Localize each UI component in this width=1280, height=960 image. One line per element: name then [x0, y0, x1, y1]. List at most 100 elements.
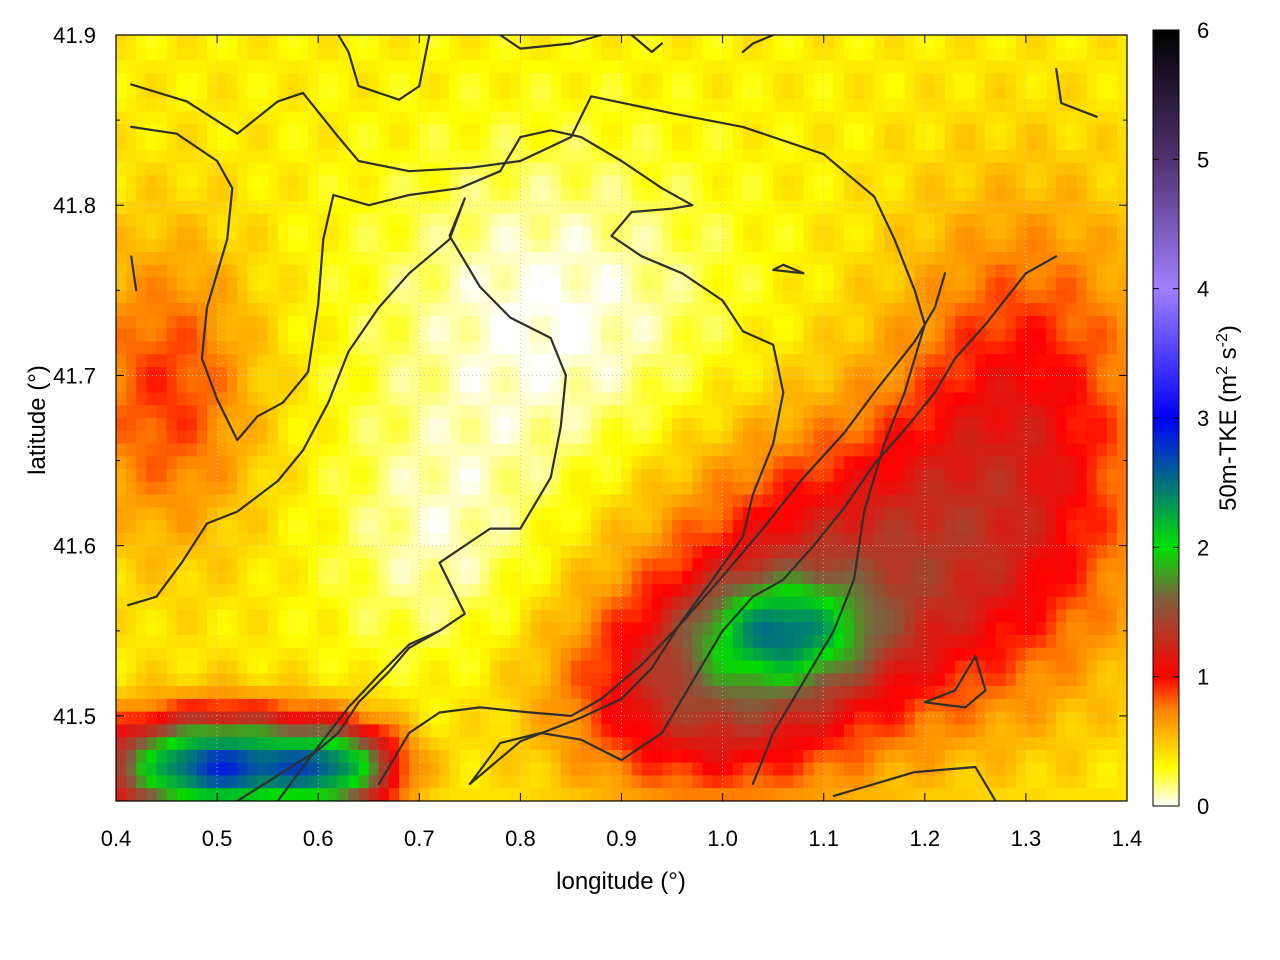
heatmap-cell: [176, 405, 188, 419]
heatmap-cell: [257, 73, 269, 87]
heatmap-cell: [955, 379, 966, 394]
heatmap-cell: [1076, 239, 1088, 253]
heatmap-cell: [722, 213, 734, 228]
heatmap-cell: [439, 303, 451, 317]
heatmap-cell: [661, 583, 673, 598]
heatmap-cell: [530, 635, 542, 649]
heatmap-cell: [510, 443, 521, 457]
heatmap-cell: [702, 200, 714, 215]
heatmap-cell: [813, 35, 825, 49]
heatmap-cell: [1086, 571, 1098, 585]
heatmap-cell: [409, 583, 420, 598]
heatmap-cell: [490, 73, 501, 87]
heatmap-cell: [378, 252, 390, 266]
heatmap-cell: [1005, 200, 1017, 215]
heatmap-cell: [611, 392, 623, 406]
heatmap-cell: [773, 328, 784, 342]
heatmap-cell: [1025, 290, 1037, 304]
heatmap-cell: [934, 315, 946, 330]
heatmap-cell: [793, 418, 805, 432]
heatmap-cell: [217, 86, 228, 100]
heatmap-cell: [520, 609, 532, 623]
heatmap-cell: [126, 609, 137, 623]
heatmap-cell: [409, 418, 420, 432]
heatmap-cell: [884, 622, 896, 636]
heatmap-cell: [399, 111, 410, 125]
heatmap-cell: [1086, 264, 1098, 279]
heatmap-cell: [1096, 430, 1108, 445]
heatmap-cell: [358, 532, 370, 547]
heatmap-cell: [1066, 583, 1078, 598]
heatmap-cell: [924, 443, 936, 457]
heatmap-cell: [1096, 290, 1108, 304]
heatmap-cell: [702, 264, 714, 279]
heatmap-cell: [854, 354, 865, 368]
heatmap-cell: [803, 520, 815, 534]
heatmap-cell: [813, 86, 825, 100]
heatmap-cell: [176, 73, 188, 87]
heatmap-cell: [712, 379, 724, 394]
heatmap-cell: [833, 252, 845, 266]
heatmap-cell: [348, 226, 360, 240]
heatmap-cell: [1096, 520, 1108, 534]
heatmap-cell: [641, 303, 653, 317]
heatmap-cell: [945, 520, 956, 534]
heatmap-cell: [267, 290, 279, 304]
heatmap-cell: [358, 520, 370, 534]
heatmap-cell: [217, 73, 228, 87]
heatmap-cell: [136, 379, 147, 394]
heatmap-cell: [661, 47, 673, 62]
heatmap-cell: [146, 647, 158, 662]
heatmap-cell: [904, 635, 916, 649]
heatmap-cell: [419, 635, 431, 649]
heatmap-cell: [116, 622, 127, 636]
heatmap-cell: [469, 252, 481, 266]
heatmap-cell: [550, 35, 562, 49]
heatmap-cell: [732, 481, 744, 496]
heatmap-cell: [661, 532, 673, 547]
heatmap-cell: [752, 111, 764, 125]
heatmap-cell: [661, 469, 673, 483]
heatmap-cell: [237, 341, 249, 355]
heatmap-cell: [1005, 418, 1017, 432]
heatmap-cell: [732, 239, 744, 253]
heatmap-cell: [520, 213, 532, 228]
heatmap-cell: [955, 213, 966, 228]
heatmap-cell: [1056, 86, 1067, 100]
heatmap-cell: [1066, 264, 1078, 279]
heatmap-cell: [1116, 507, 1127, 521]
heatmap-cell: [277, 124, 289, 138]
heatmap-cell: [328, 264, 340, 279]
heatmap-cell: [459, 520, 471, 534]
heatmap-cell: [277, 175, 289, 189]
heatmap-cell: [166, 149, 178, 164]
heatmap-cell: [318, 635, 329, 649]
heatmap-cell: [631, 303, 643, 317]
heatmap-cell: [631, 379, 643, 394]
heatmap-cell: [459, 303, 471, 317]
heatmap-cell: [439, 73, 451, 87]
heatmap-cell: [1066, 622, 1078, 636]
heatmap-cell: [570, 596, 582, 611]
heatmap-cell: [1106, 162, 1118, 177]
heatmap-cell: [712, 660, 724, 674]
heatmap-cell: [247, 660, 259, 674]
heatmap-cell: [1096, 456, 1108, 470]
heatmap-cell: [1036, 264, 1047, 279]
heatmap-cell: [338, 366, 350, 381]
heatmap-cell: [874, 494, 885, 508]
heatmap-cell: [692, 494, 703, 508]
heatmap-cell: [1015, 290, 1027, 304]
heatmap-cell: [1056, 418, 1067, 432]
heatmap-cell: [682, 98, 693, 113]
heatmap-cell: [348, 456, 360, 470]
heatmap-cell: [308, 545, 319, 560]
heatmap-cell: [904, 392, 916, 406]
heatmap-cell: [1066, 571, 1078, 585]
heatmap-cell: [257, 430, 269, 445]
heatmap-cell: [358, 660, 370, 674]
heatmap-cell: [854, 647, 865, 662]
heatmap-cell: [1005, 507, 1017, 521]
heatmap-cell: [459, 532, 471, 547]
heatmap-cell: [439, 532, 451, 547]
